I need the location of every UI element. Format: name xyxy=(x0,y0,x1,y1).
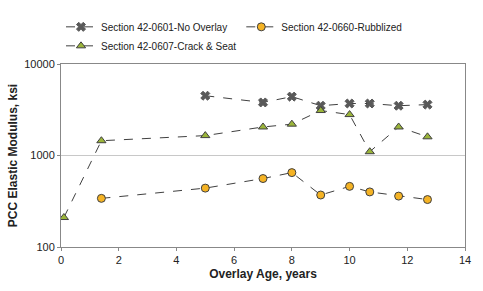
svg-text:Section 42-0660-Rubblized: Section 42-0660-Rubblized xyxy=(281,22,402,33)
svg-text:12: 12 xyxy=(401,254,413,266)
svg-text:4: 4 xyxy=(173,254,179,266)
svg-text:14: 14 xyxy=(459,254,471,266)
svg-text:2: 2 xyxy=(116,254,122,266)
svg-text:10000: 10000 xyxy=(24,58,55,70)
svg-text:Section 42-0601-No Overlay: Section 42-0601-No Overlay xyxy=(101,22,227,33)
svg-text:Section 42-0607-Crack & Seat: Section 42-0607-Crack & Seat xyxy=(101,41,236,52)
svg-text:PCC Elastic Modulus, ksi: PCC Elastic Modulus, ksi xyxy=(6,84,20,227)
svg-text:6: 6 xyxy=(231,254,237,266)
svg-text:1000: 1000 xyxy=(30,149,54,161)
svg-text:100: 100 xyxy=(36,241,54,253)
svg-text:Overlay Age, years: Overlay Age, years xyxy=(209,267,317,281)
svg-text:10: 10 xyxy=(343,254,355,266)
svg-text:0: 0 xyxy=(58,254,64,266)
svg-text:8: 8 xyxy=(289,254,295,266)
